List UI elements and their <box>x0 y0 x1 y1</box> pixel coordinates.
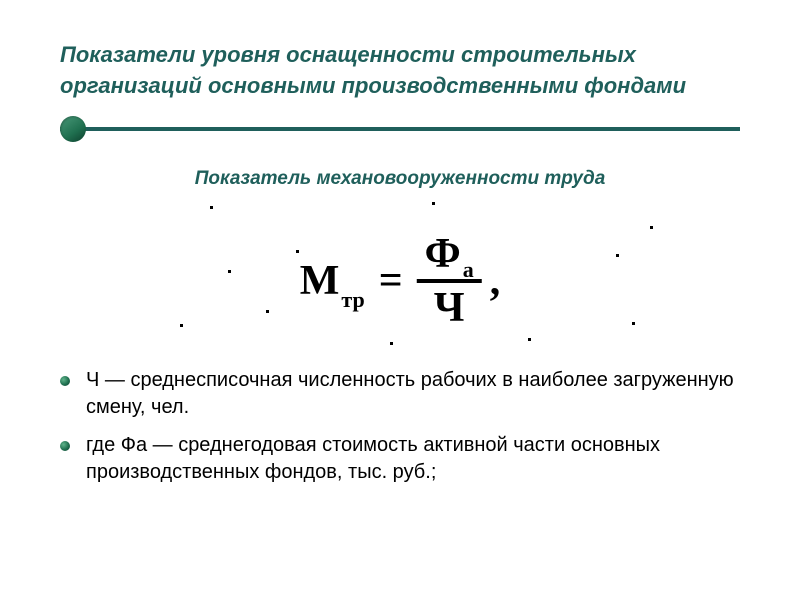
list-item: Ч — среднесписочная численность рабочих … <box>60 367 740 422</box>
definitions-list: Ч — среднесписочная численность рабочих … <box>60 367 740 487</box>
slide: Показатели уровня оснащенности строитель… <box>0 0 800 600</box>
scan-speck <box>528 338 531 341</box>
formula-equals: = <box>379 257 403 305</box>
divider-line <box>60 127 740 131</box>
subtitle: Показатель механовооруженности труда <box>60 168 740 190</box>
formula-num-main: Ф <box>425 233 461 275</box>
formula: М тр = Ф а Ч , <box>300 233 500 329</box>
title-divider <box>60 116 740 142</box>
scan-speck <box>390 342 393 345</box>
title-part-1c: строительных <box>455 42 636 67</box>
divider-circle-icon <box>60 116 86 142</box>
scan-speck <box>210 206 213 209</box>
scan-speck <box>632 322 635 325</box>
formula-num-sub: а <box>463 259 474 281</box>
title-part-1b: ровня оснащенности <box>214 42 455 67</box>
formula-trailing-comma: , <box>490 257 501 305</box>
scan-speck <box>432 202 435 205</box>
formula-lhs: М тр <box>300 257 365 305</box>
title-line-2: организаций основными производственными … <box>60 73 686 98</box>
formula-fraction: Ф а Ч <box>417 233 482 329</box>
scan-speck <box>650 226 653 229</box>
formula-region: М тр = Ф а Ч , <box>60 198 740 353</box>
definition-text: Ч — среднесписочная численность рабочих … <box>86 369 734 419</box>
scan-speck <box>616 254 619 257</box>
scan-speck <box>180 324 183 327</box>
scan-speck <box>296 250 299 253</box>
scan-speck <box>228 270 231 273</box>
definition-text: где Фа — среднегодовая стоимость активно… <box>86 434 660 484</box>
formula-denominator: Ч <box>426 287 473 329</box>
list-item: где Фа — среднегодовая стоимость активно… <box>60 432 740 487</box>
title-part-1: Показатели у <box>60 42 214 67</box>
formula-lhs-main: М <box>300 257 340 305</box>
formula-numerator: Ф а <box>417 233 482 275</box>
slide-title: Показатели уровня оснащенности строитель… <box>60 40 740 102</box>
scan-speck <box>266 310 269 313</box>
formula-lhs-sub: тр <box>341 287 364 313</box>
